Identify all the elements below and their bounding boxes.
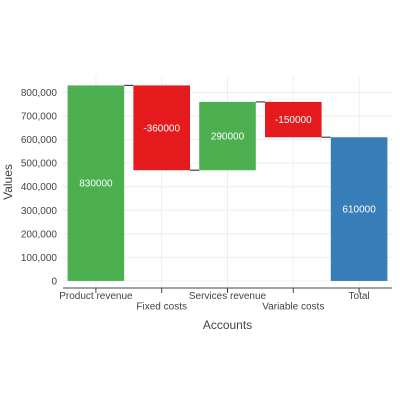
- x-axis-title: Accounts: [203, 318, 252, 332]
- y-tick-label: 500,000: [21, 159, 58, 170]
- y-tick-label: 400,000: [21, 182, 58, 193]
- y-tick-label: 100,000: [21, 253, 58, 264]
- bars: [67, 85, 388, 281]
- bar-fixed-costs: [133, 85, 190, 171]
- bar-labels: 830000 -360000 290000 -150000 610000: [79, 115, 376, 216]
- y-tick-label: 200,000: [21, 229, 58, 240]
- x-tick-label: Services revenue: [189, 291, 267, 302]
- x-tick-label: Variable costs: [262, 302, 324, 313]
- y-axis-ticks: 0 100,000 200,000 300,000 400,000 500,000 600,…: [21, 88, 58, 287]
- y-tick-label: 800,000: [21, 88, 58, 99]
- y-axis-title: Values: [1, 164, 15, 200]
- x-tick-label: Product revenue: [59, 291, 133, 302]
- bar-value-label: -360000: [143, 123, 180, 134]
- bar-services-revenue: [199, 101, 256, 171]
- bar-value-label: 830000: [79, 179, 113, 190]
- bar-total: [330, 137, 388, 281]
- x-tick-label: Fixed costs: [136, 302, 187, 313]
- y-tick-label: 700,000: [21, 112, 58, 123]
- y-tick-label: 600,000: [21, 135, 58, 146]
- y-tick-label: 0: [51, 276, 57, 287]
- bar-value-label: 610000: [342, 205, 376, 216]
- bar-value-label: 290000: [211, 132, 245, 143]
- bar-value-label: -150000: [275, 115, 312, 126]
- bar-product-revenue: [67, 85, 125, 281]
- x-tick-label: Total: [349, 291, 370, 302]
- y-tick-label: 300,000: [21, 206, 58, 217]
- connector-lines: [124, 84, 331, 171]
- bar-variable-costs: [265, 101, 322, 138]
